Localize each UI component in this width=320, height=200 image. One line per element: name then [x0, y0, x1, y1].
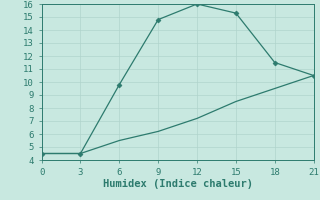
- X-axis label: Humidex (Indice chaleur): Humidex (Indice chaleur): [103, 179, 252, 189]
